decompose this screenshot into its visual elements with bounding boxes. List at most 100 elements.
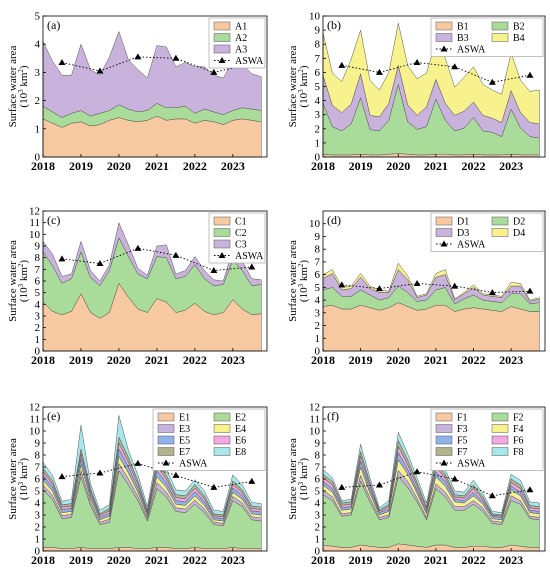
x-tick-label: 2019 xyxy=(69,553,93,567)
y-tick-label: 5 xyxy=(315,81,321,93)
y-tick-label: 6 xyxy=(35,276,41,288)
aswa-marker xyxy=(58,255,66,262)
y-tick-label: 11 xyxy=(29,217,40,229)
y-tick-label: 0 xyxy=(315,546,321,558)
aswa-marker xyxy=(413,468,421,475)
y-tick-label: 3 xyxy=(35,311,41,323)
area-series-a3 xyxy=(42,30,262,118)
aswa-marker xyxy=(134,459,142,466)
legend-entry: B2 xyxy=(513,22,525,33)
legend-swatch xyxy=(435,424,453,433)
aswa-marker xyxy=(172,251,180,258)
chart-panel-a: 0 1 2 3 4 5 2018 2019 2020 2021 2022 2023 (a) Surface… xyxy=(7,11,268,173)
y-tick-label: 5 xyxy=(315,486,321,498)
legend-swatch xyxy=(157,424,175,433)
y-axis-label: Surface water area xyxy=(287,438,299,520)
y-tick-label: 4 xyxy=(35,498,41,510)
x-tick-label: 2018 xyxy=(311,553,335,567)
y-tick-label: 4 xyxy=(35,39,41,51)
x-tick-label: 2019 xyxy=(349,159,373,173)
aswa-marker xyxy=(451,282,459,289)
legend-swatch xyxy=(491,228,509,237)
y-tick-label: 10 xyxy=(309,11,321,23)
x-tick-label: 2022 xyxy=(183,553,207,567)
x-tick-label: 2021 xyxy=(424,353,448,367)
aswa-marker xyxy=(172,471,180,478)
y-tick-label: 6 xyxy=(315,474,321,486)
area-series-c3 xyxy=(42,221,262,287)
y-tick-label: 5 xyxy=(35,486,41,498)
legend-entry: D2 xyxy=(513,217,525,228)
legend-swatch xyxy=(213,21,231,31)
panel-label: (e) xyxy=(47,409,60,423)
y-tick-label: 10 xyxy=(29,426,41,438)
y-axis-unit: (103 km2) xyxy=(297,260,310,302)
y-tick-label: 12 xyxy=(29,402,40,414)
y-tick-label: 9 xyxy=(35,438,41,450)
y-tick-label: 2 xyxy=(315,320,321,332)
chart-panel-b: 0 1 2 3 4 5 6 7 8 9 10 2018 2019 2020 2021 2022 2023 (b) S… xyxy=(287,11,546,173)
y-tick-label: 6 xyxy=(35,474,41,486)
y-tick-label: 1 xyxy=(35,123,41,135)
legend-entry: A2 xyxy=(235,33,247,44)
legend-entry: C2 xyxy=(235,228,247,239)
aswa-marker xyxy=(375,285,383,292)
y-tick-label: 2 xyxy=(35,522,41,534)
legend-entry: F1 xyxy=(457,413,468,424)
aswa-line xyxy=(341,62,530,83)
y-tick-label: 8 xyxy=(315,450,321,462)
legend-swatch xyxy=(491,412,509,422)
legend-entry: E7 xyxy=(179,447,190,458)
area-series-d1 xyxy=(322,302,540,352)
y-tick-label: 10 xyxy=(29,229,41,241)
legend-swatch xyxy=(213,228,231,237)
legend-swatch xyxy=(491,424,509,433)
aswa-marker xyxy=(451,475,459,482)
legend-aswa-marker xyxy=(218,252,226,258)
x-tick-label: 2018 xyxy=(311,353,335,367)
y-tick-label: 7 xyxy=(35,462,41,474)
legend: F1 F2 F3 F4 F5 F6 F7 F8 ASWA xyxy=(430,408,544,471)
legend-entry: B1 xyxy=(457,22,469,33)
x-tick-label: 2021 xyxy=(424,553,448,567)
x-tick-label: 2019 xyxy=(69,353,93,367)
legend-entry: E5 xyxy=(179,436,190,447)
legend-swatch xyxy=(435,21,453,31)
legend-entry-aswa: ASWA xyxy=(457,240,486,251)
legend-swatch xyxy=(213,412,231,422)
aswa-line xyxy=(341,283,530,293)
y-tick-label: 1 xyxy=(35,534,41,546)
y-tick-label: 0 xyxy=(35,346,41,358)
legend-entry: F6 xyxy=(513,436,524,447)
y-tick-label: 1 xyxy=(315,137,321,149)
y-tick-label: 7 xyxy=(315,53,321,65)
x-tick-label: 2022 xyxy=(183,159,207,173)
y-tick-label: 6 xyxy=(315,269,321,281)
x-tick-label: 2023 xyxy=(221,159,245,173)
y-tick-label: 6 xyxy=(315,67,321,79)
legend-entry: B4 xyxy=(513,33,525,44)
plot-frame xyxy=(42,15,268,158)
y-tick-label: 0 xyxy=(35,152,41,164)
y-tick-label: 8 xyxy=(315,39,321,51)
legend-swatch xyxy=(491,216,509,226)
legend-entry: B3 xyxy=(457,33,469,44)
legend-entry: F4 xyxy=(513,424,524,435)
legend: E1 E2 E3 E4 E5 E6 E7 E8 ASWA xyxy=(152,408,266,471)
legend-aswa-marker xyxy=(440,45,448,52)
y-tick-label: 2 xyxy=(315,123,321,135)
legend-swatch xyxy=(157,447,175,456)
y-tick-label: 0 xyxy=(315,152,321,164)
x-tick-label: 2021 xyxy=(424,159,448,173)
aswa-marker xyxy=(375,68,383,75)
area-series-f8 xyxy=(322,431,540,516)
aswa-marker xyxy=(526,71,534,78)
legend-entry: E2 xyxy=(235,413,246,424)
y-tick-label: 3 xyxy=(35,67,41,79)
x-tick-label: 2022 xyxy=(462,159,486,173)
legend-aswa-marker xyxy=(162,459,170,466)
aswa-line xyxy=(61,462,252,488)
